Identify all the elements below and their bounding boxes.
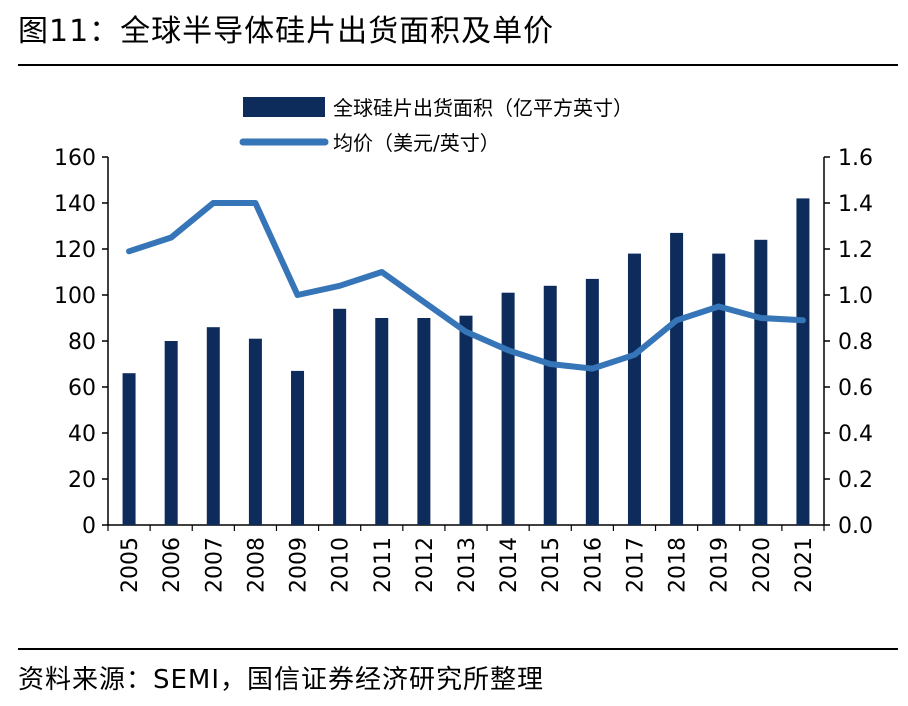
x-tick-label-2019: 2019: [708, 537, 733, 593]
left-tick-label: 160: [54, 146, 96, 171]
right-tick-label: 0.0: [838, 514, 873, 539]
right-tick-label: 1.4: [838, 192, 873, 217]
bar-2014: [501, 292, 515, 525]
figure-title: 图11：全球半导体硅片出货面积及单价: [18, 14, 555, 49]
legend-bar-swatch: [243, 97, 325, 117]
legend: 全球硅片出货面积（亿平方英寸） 均价（美元/英寸）: [239, 96, 633, 155]
price-point-2018: [674, 317, 680, 323]
price-point-2006: [168, 235, 174, 240]
price-point-2014: [505, 347, 511, 353]
x-tick-label-2011: 2011: [371, 537, 396, 593]
left-tick-label: 100: [54, 284, 96, 309]
legend-line-label: 均价（美元/英寸）: [333, 131, 500, 155]
x-axis-labels: 2005 2006 2007 2008 2009 2010 2011 2012 2013 2014…: [118, 537, 817, 593]
bar-2010: [333, 308, 347, 525]
bar-2017: [627, 253, 641, 525]
bar-2019: [712, 253, 726, 525]
price-point-2013: [463, 329, 469, 335]
bar-2013: [459, 315, 473, 525]
x-tick-label-2006: 2006: [160, 537, 185, 593]
x-tick-label-2015: 2015: [539, 537, 564, 593]
bar-2018: [670, 232, 684, 525]
price-point-2017: [631, 352, 637, 358]
right-tick-label: 1.0: [838, 284, 873, 309]
right-tick-label: 0.8: [838, 330, 873, 355]
combo-chart: 全球硅片出货面积（亿平方英寸） 均价（美元/英寸） 0 20 40 60 80 100 12…: [54, 96, 873, 593]
x-tick-label-2014: 2014: [497, 537, 522, 593]
left-tick-label: 80: [68, 330, 96, 355]
price-point-2012: [421, 299, 427, 305]
price-point-2008: [252, 200, 258, 206]
price-point-2009: [295, 292, 301, 298]
right-tick-label: 0.2: [838, 468, 873, 493]
bar-2020: [754, 239, 768, 526]
bar-2012: [417, 318, 431, 525]
right-tick-label: 1.2: [838, 238, 873, 263]
left-tick-label: 20: [68, 468, 96, 493]
price-point-2010: [337, 283, 343, 289]
left-tick-label: 60: [68, 376, 96, 401]
bar-2016: [585, 278, 599, 525]
line-series: [126, 200, 806, 372]
bar-2007: [206, 327, 220, 525]
price-point-2021: [800, 317, 806, 323]
x-tick-label-2012: 2012: [413, 537, 438, 593]
x-tick-label-2017: 2017: [623, 537, 648, 593]
footer-divider: [18, 648, 898, 650]
left-tick-label: 0: [82, 514, 96, 539]
price-point-2015: [547, 361, 553, 367]
left-tick-label: 120: [54, 238, 96, 263]
bar-2015: [543, 285, 557, 525]
x-tick-label-2016: 2016: [581, 537, 606, 593]
x-tick-label-2013: 2013: [455, 537, 480, 593]
left-tick-label: 40: [68, 422, 96, 447]
axes: 0 20 40 60 80 100 120 140 160 0.0 0.2 0.4 0.6 0.8 1.0 1…: [54, 146, 873, 539]
price-point-2011: [379, 269, 385, 275]
bar-2008: [248, 338, 262, 525]
bar-2011: [375, 318, 389, 525]
x-tick-label-2009: 2009: [287, 537, 312, 593]
bar-2005: [122, 373, 136, 525]
bar-series: [122, 198, 810, 526]
x-tick-label-2005: 2005: [118, 537, 143, 593]
title-divider: [18, 64, 898, 66]
x-tick-label-2018: 2018: [666, 537, 691, 593]
price-point-2019: [716, 304, 722, 309]
left-tick-label: 140: [54, 192, 96, 217]
legend-bar-label: 全球硅片出货面积（亿平方英寸）: [333, 96, 633, 120]
x-tick-label-2007: 2007: [202, 537, 227, 593]
right-tick-label: 0.6: [838, 376, 873, 401]
bar-2021: [796, 198, 810, 525]
bar-2006: [164, 341, 178, 525]
price-point-2020: [758, 315, 764, 321]
x-tick-label-2020: 2020: [750, 537, 775, 593]
right-tick-label: 1.6: [838, 146, 873, 171]
price-point-2005: [126, 248, 132, 254]
x-tick-label-2010: 2010: [329, 537, 354, 593]
bar-2009: [291, 370, 305, 525]
price-point-2007: [210, 200, 216, 206]
source-note: 资料来源：SEMI，国信证券经济研究所整理: [18, 665, 545, 695]
price-point-2016: [589, 366, 595, 372]
right-tick-label: 0.4: [838, 422, 873, 447]
x-tick-label-2021: 2021: [792, 537, 817, 593]
x-tick-label-2008: 2008: [244, 537, 269, 593]
